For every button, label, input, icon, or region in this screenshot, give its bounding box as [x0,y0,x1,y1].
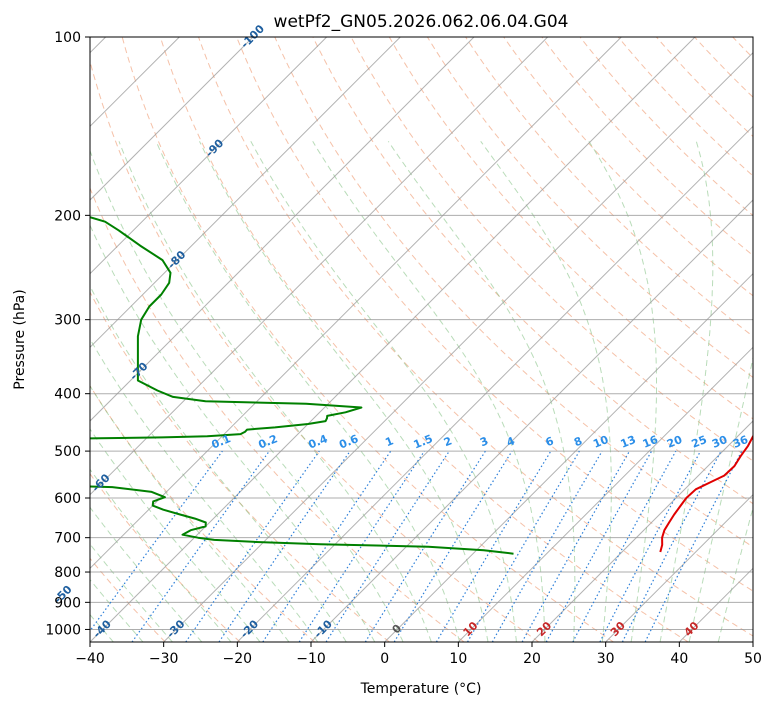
mixing-ratio-label: 8 [572,434,584,449]
mixing-ratio-line [185,450,320,642]
dry-adiabat [90,59,540,642]
isotherm-line [90,37,475,422]
mixing-ratio-label: 10 [591,433,610,451]
x-axis: −40 −30 −20 −10 0 10 20 30 40 50 [75,642,762,667]
mixing-ratio-label: 30 [710,433,729,451]
mixing-ratio-label: 2 [442,434,454,449]
chart-title: wetPf2_GN05.2026.062.06.04.G04 [274,12,569,32]
mixing-ratio-line [218,450,351,642]
x-tick-label: −40 [75,651,105,667]
mixing-ratio-label: 25 [690,433,709,451]
dry-adiabat [274,37,753,548]
dry-adiabat [90,472,241,642]
mixing-ratio-label: 20 [665,433,684,451]
dry-adiabat [159,37,689,642]
mixing-ratio-line [521,450,631,642]
x-tick-label: 50 [744,651,762,667]
isotherm-line [163,51,753,642]
isotherm-line [90,37,328,275]
x-tick-label: −20 [223,651,253,667]
dry-adiabat [350,37,753,462]
sounding-profiles [90,216,753,555]
isotherm-line [90,37,254,201]
plot-frame [89,36,754,643]
plot-area [90,37,753,642]
dry-adiabat [771,37,775,642]
mixing-ratio-label: 13 [619,433,638,451]
x-tick-label: −10 [296,651,326,667]
x-tick-label: 30 [597,651,615,667]
x-tick-label: 40 [670,651,688,667]
isotherm-line [90,37,549,496]
y-tick-label: 900 [54,595,81,611]
x-tick-label: 20 [523,651,541,667]
dry-adiabat [503,37,753,297]
isotherm-line [90,37,401,349]
y-tick-label: 100 [54,30,81,46]
y-tick-label: 200 [54,208,81,224]
dry-adiabat [121,37,614,642]
mixing-ratio-line [90,450,223,632]
dry-adiabat [426,37,753,379]
isotherms [90,37,753,642]
mixing-ratio-lines [90,450,743,642]
isotherm-line [605,493,753,642]
y-tick-label: 500 [54,444,81,460]
temperature-line [659,429,753,553]
y-tick-label: 1000 [45,622,81,638]
y-tick-label: 400 [54,387,81,403]
y-tick-label: 700 [54,531,81,547]
dry-adiabat [90,384,316,642]
y-axis: 100 200 300 400 500 600 700 800 900 1000 [45,30,90,638]
dry-adiabat [236,37,753,592]
dry-adiabat [312,37,753,505]
dry-adiabat [90,291,390,642]
mixing-ratio-line [325,450,450,642]
dry-adiabat [90,186,465,642]
y-tick-label: 300 [54,313,81,329]
mixing-ratio-label: 16 [641,433,660,451]
x-tick-label: 0 [380,651,389,667]
mixing-ratio-line [572,450,677,642]
y-tick-label: 600 [54,491,81,507]
y-axis-title: Pressure (hPa) [12,289,28,389]
isotherm-line [384,272,753,642]
isotherm-line [90,37,622,570]
isotherm-line [531,420,753,642]
mixing-ratio-label: 1 [383,434,395,449]
isotherm-line [236,125,753,642]
mixing-ratio-line [393,450,513,642]
mixing-ratio-line [298,450,425,642]
mixing-ratio-line [644,450,743,642]
mixing-ratio-line [545,450,653,642]
isotherm-line [90,37,696,642]
mixing-ratio-line [131,450,270,642]
x-axis-title: Temperature (°C) [360,681,482,697]
x-tick-label: 10 [449,651,467,667]
mixing-ratio-label: 3 [478,434,490,449]
mixing-ratio-labels: 0.1 0.2 0.4 0.6 1 1.5 2 3 4 6 8 10 13 16 20 25 30 36 [210,432,751,451]
y-tick-label: 800 [54,565,81,581]
isotherm-line [752,641,753,642]
x-tick-label: −30 [149,651,179,667]
dry-adiabat [465,37,753,338]
mixing-ratio-line [262,450,392,642]
mixing-ratio-label: 36 [731,433,750,451]
dewpoint-line [90,216,514,555]
isotherm-line [310,199,753,642]
isotherm-line [457,346,753,642]
dry-adiabat [388,37,753,420]
